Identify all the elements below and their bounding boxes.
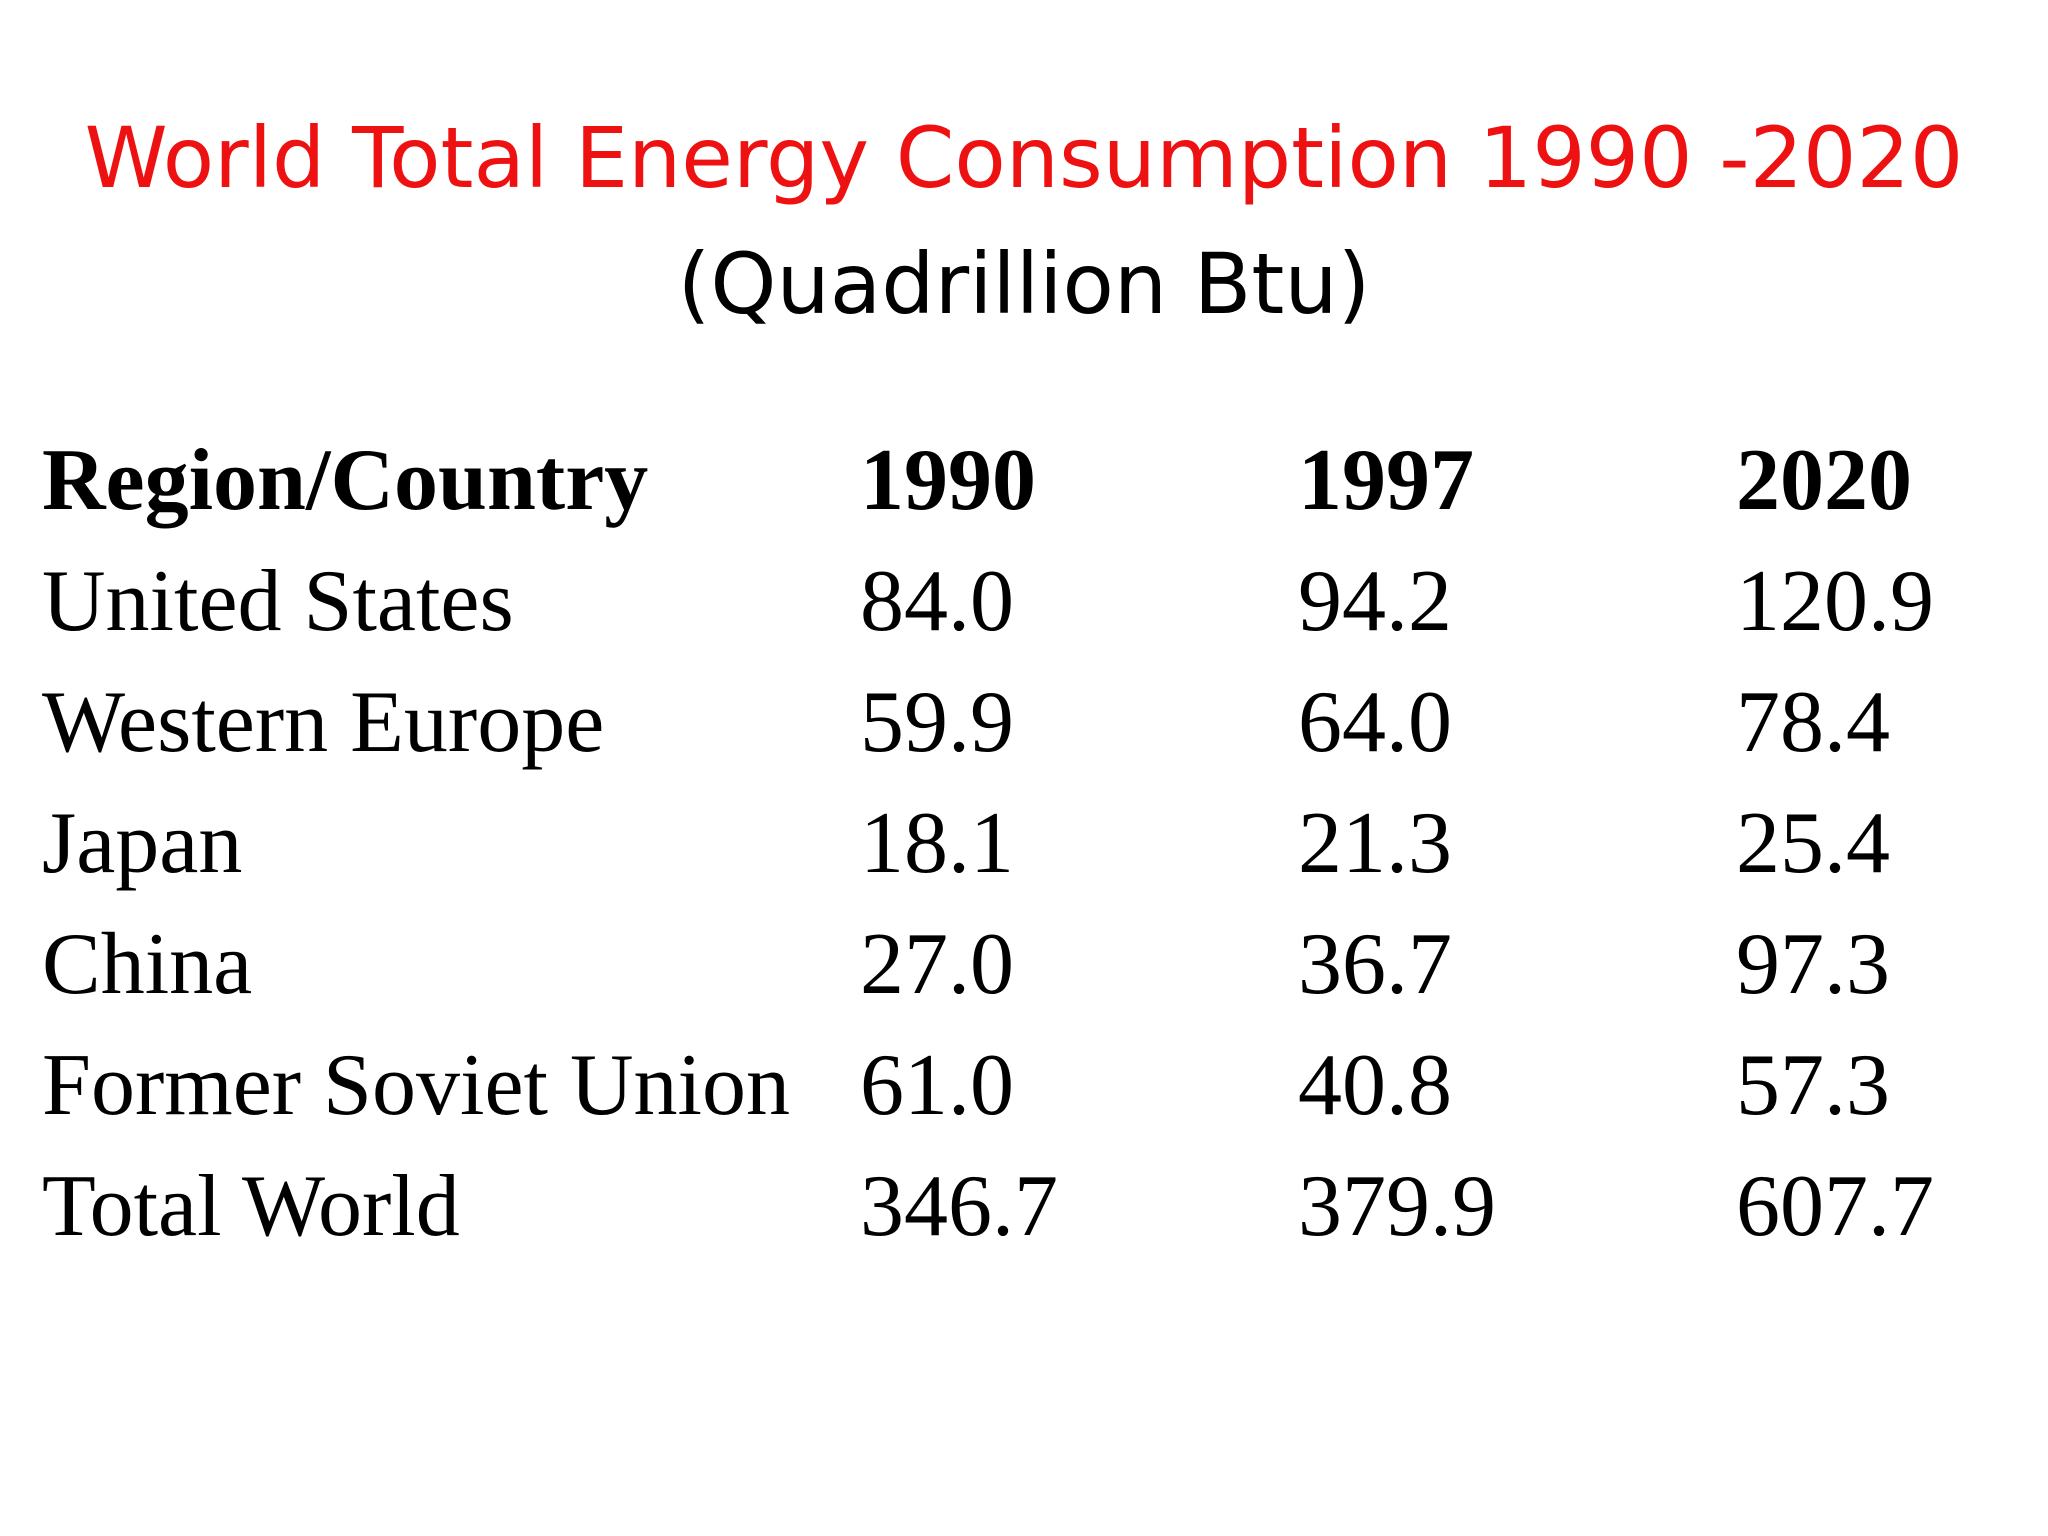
cell-2020: 607.7 (1736, 1158, 1934, 1255)
table-row: United States 84.0 94.2 120.9 (42, 541, 1996, 662)
cell-1990: 27.0 (860, 916, 1014, 1013)
table-row: Japan 18.1 21.3 25.4 (42, 783, 1996, 904)
slide-title: World Total Energy Consumption 1990 -202… (84, 109, 1964, 207)
cell-region: United States (42, 553, 514, 650)
cell-1990: 84.0 (860, 553, 1014, 650)
cell-1997: 36.7 (1298, 916, 1452, 1013)
header-1990: 1990 (860, 432, 1036, 529)
slide-subtitle: (Quadrillion Btu) (677, 235, 1371, 333)
table-row: China 27.0 36.7 97.3 (42, 904, 1996, 1025)
header-2020: 2020 (1736, 432, 1912, 529)
table-header-row: Region/Country 1990 1997 2020 (42, 420, 1996, 541)
header-1997: 1997 (1298, 432, 1474, 529)
cell-1997: 40.8 (1298, 1037, 1452, 1134)
cell-region: China (42, 916, 253, 1013)
cell-2020: 57.3 (1736, 1037, 1890, 1134)
cell-1990: 59.9 (860, 674, 1014, 771)
cell-region: Japan (42, 795, 243, 892)
table-row: Total World 346.7 379.9 607.7 (42, 1146, 1996, 1267)
header-region-country: Region/Country (42, 432, 649, 529)
cell-2020: 78.4 (1736, 674, 1890, 771)
cell-1990: 346.7 (860, 1158, 1058, 1255)
cell-1990: 18.1 (860, 795, 1014, 892)
cell-region: Western Europe (42, 674, 605, 771)
cell-2020: 120.9 (1736, 553, 1934, 650)
cell-1997: 379.9 (1298, 1158, 1496, 1255)
cell-1997: 64.0 (1298, 674, 1452, 771)
table-row: Western Europe 59.9 64.0 78.4 (42, 662, 1996, 783)
cell-region: Former Soviet Union (42, 1037, 790, 1134)
cell-1997: 94.2 (1298, 553, 1452, 650)
table-row: Former Soviet Union 61.0 40.8 57.3 (42, 1025, 1996, 1146)
cell-region: Total World (42, 1158, 460, 1255)
cell-1997: 21.3 (1298, 795, 1452, 892)
cell-1990: 61.0 (860, 1037, 1014, 1134)
cell-2020: 25.4 (1736, 795, 1890, 892)
cell-2020: 97.3 (1736, 916, 1890, 1013)
energy-consumption-table: Region/Country 1990 1997 2020 United Sta… (42, 420, 1996, 1267)
